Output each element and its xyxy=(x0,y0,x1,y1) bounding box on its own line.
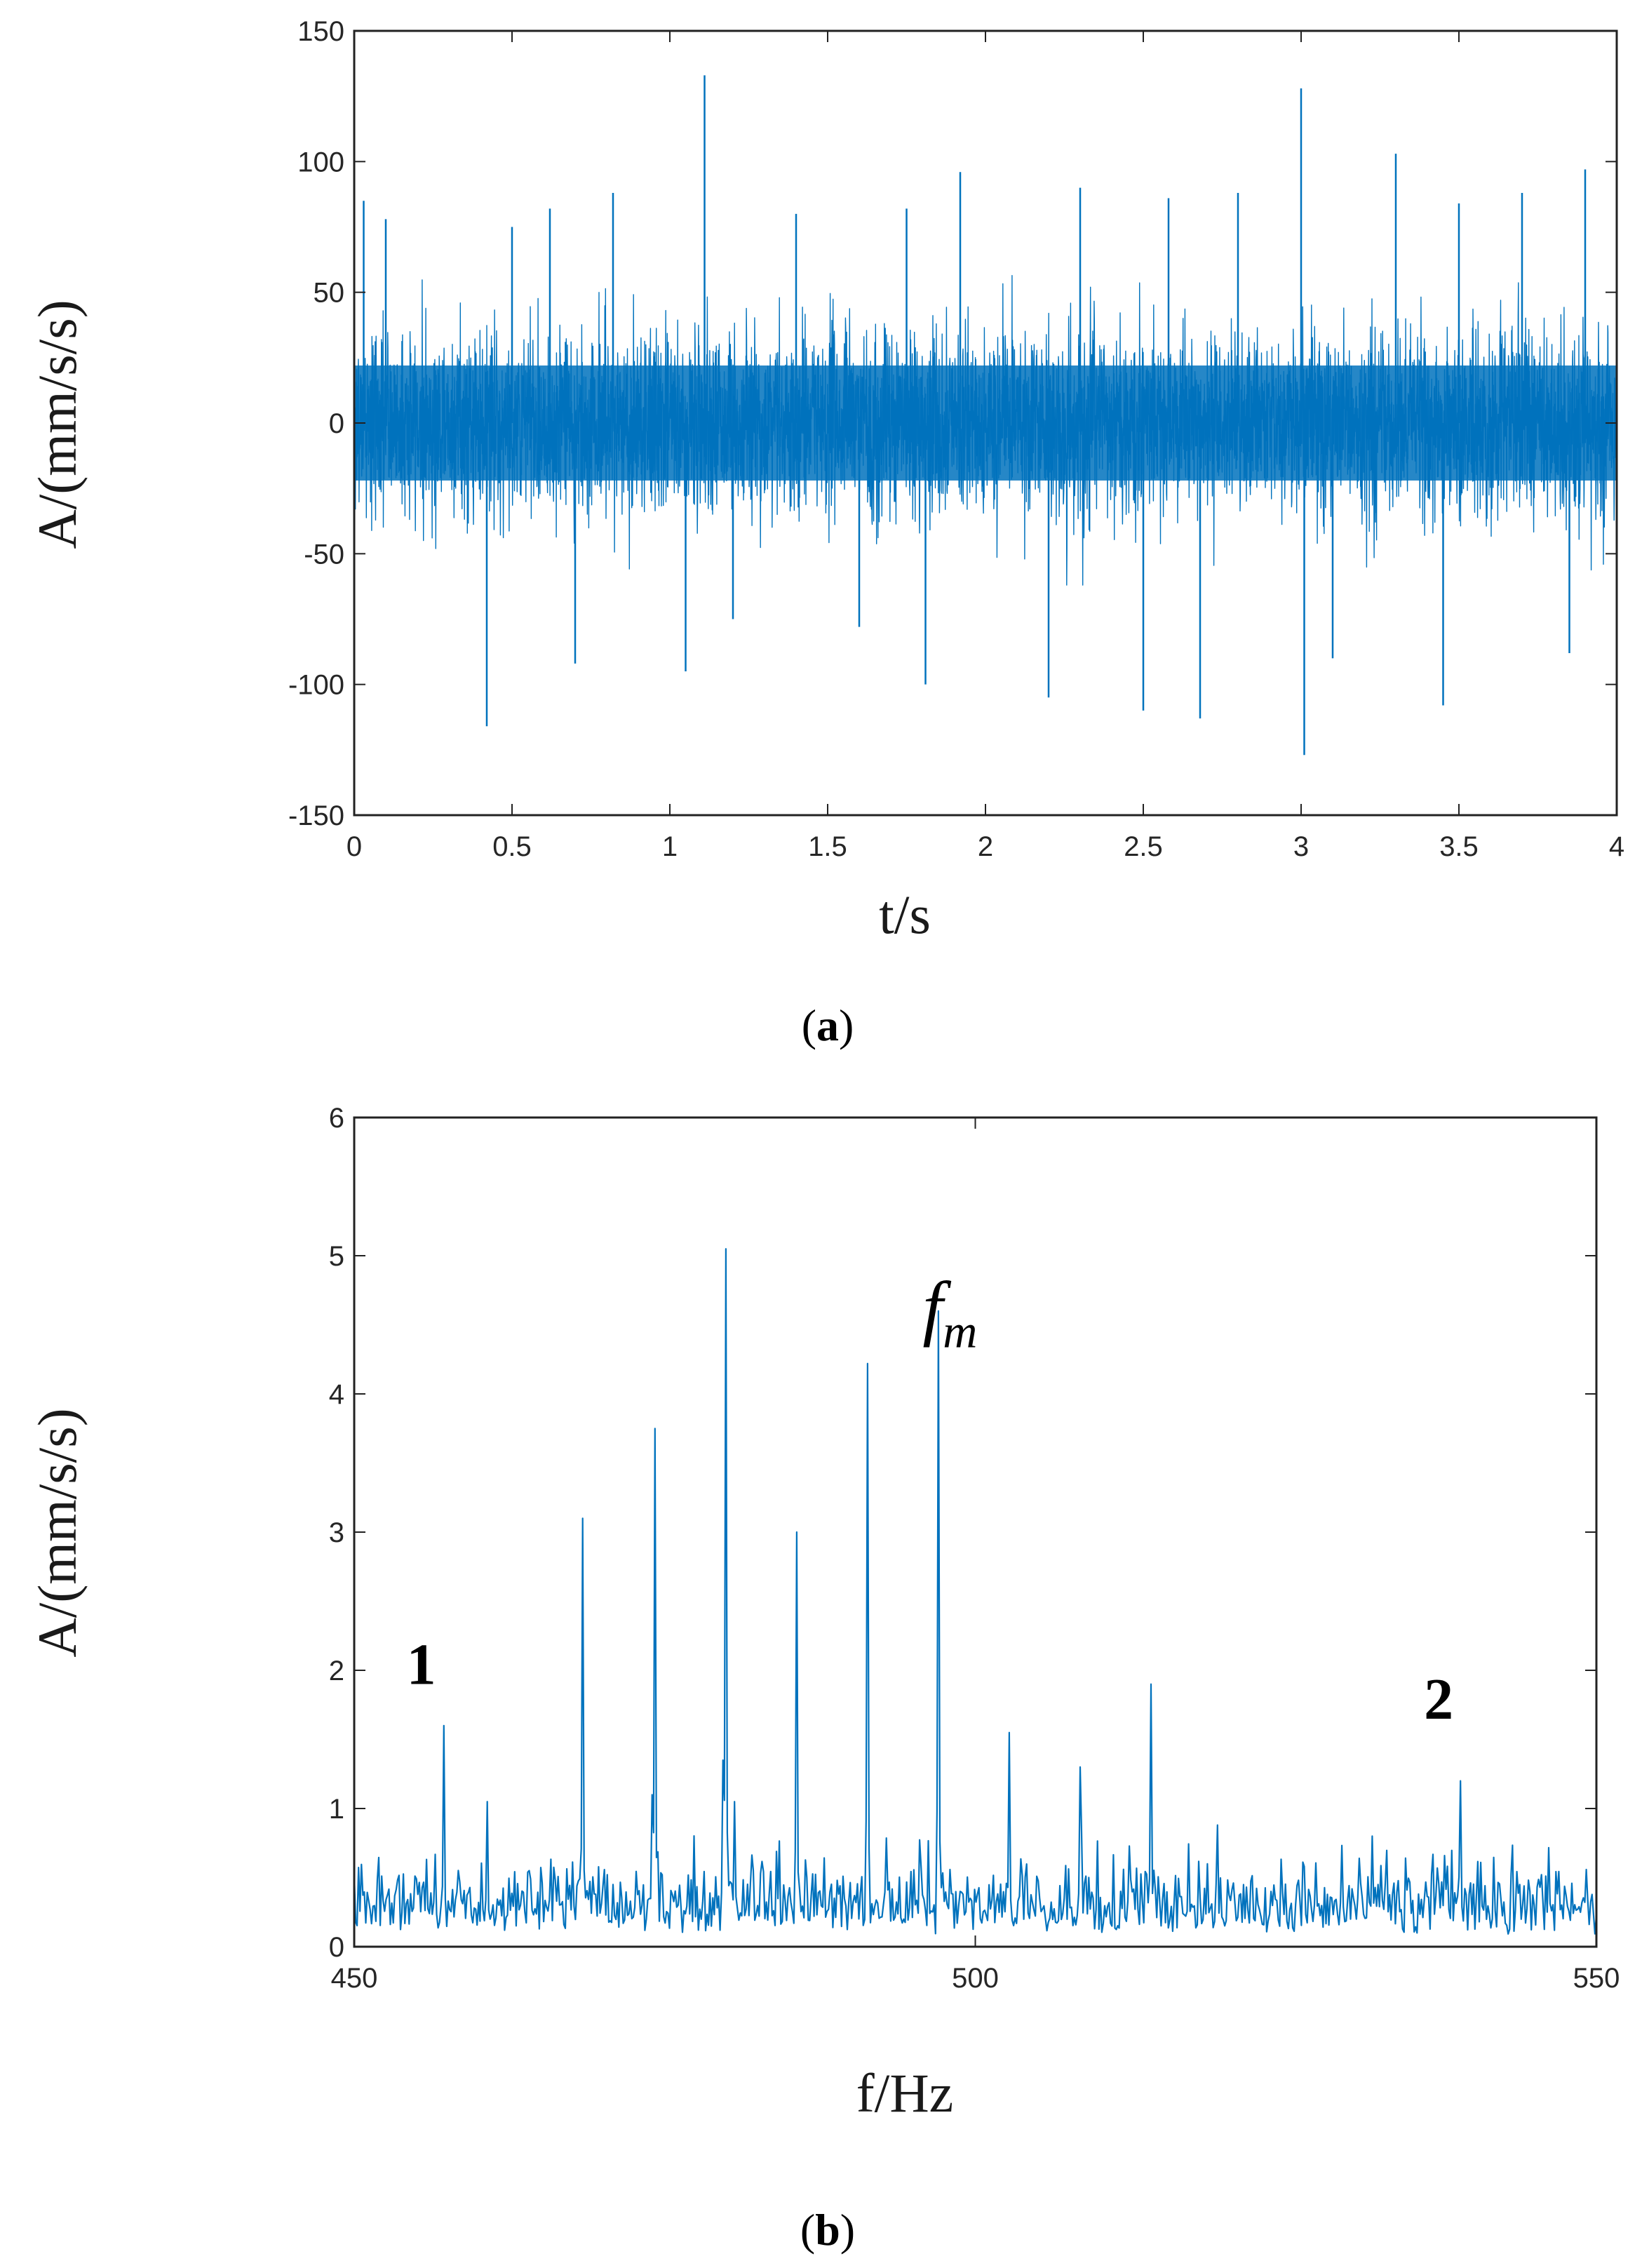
y-axis-label: A/(mm/s/s) xyxy=(27,1408,88,1657)
y-tick-label: -100 xyxy=(288,670,344,701)
axis-ticks: 450 500 550 0 1 2 3 4 5 6 xyxy=(329,1103,1620,1994)
spectrum-plot xyxy=(353,1248,1598,1935)
x-tick-label: 4 xyxy=(1609,831,1624,862)
annotation-1: 1 xyxy=(407,1632,436,1698)
plot-frame xyxy=(353,1116,1598,1948)
y-tick-label: 5 xyxy=(329,1241,344,1272)
time-domain-chart: 0 0.5 1 1.5 2 2.5 3 3.5 4 150 100 50 0 -50 -100 -150 t/… xyxy=(27,16,1624,1050)
axis-ticks: 0 0.5 1 1.5 2 2.5 3 3.5 4 150 100 50 0 -50 -100 -150 xyxy=(288,16,1624,862)
annotation-fm: fm xyxy=(922,1267,977,1357)
y-tick-label: -150 xyxy=(288,800,344,831)
x-tick-label: 1 xyxy=(662,831,678,862)
y-tick-label: 50 xyxy=(314,278,345,309)
x-tick-label: 450 xyxy=(331,1963,378,1994)
y-tick-label: 0 xyxy=(329,1932,344,1963)
y-tick-label: 4 xyxy=(329,1379,344,1410)
y-tick-label: 2 xyxy=(329,1656,344,1686)
x-tick-label: 500 xyxy=(952,1963,999,1994)
y-tick-label: 100 xyxy=(297,147,344,177)
y-tick-label: 1 xyxy=(329,1794,344,1825)
x-axis-label: t/s xyxy=(879,884,931,945)
x-axis-label: f/Hz xyxy=(856,2062,954,2123)
y-axis-label: A/(mm/s/s) xyxy=(27,300,88,549)
spectrum-line xyxy=(353,1248,1598,1935)
x-tick-label: 0.5 xyxy=(492,831,532,862)
y-tick-label: 0 xyxy=(329,408,344,439)
x-tick-label: 3.5 xyxy=(1439,831,1479,862)
y-tick-label: 150 xyxy=(297,16,344,47)
x-tick-label: 3 xyxy=(1293,831,1309,862)
x-tick-label: 0 xyxy=(346,831,362,862)
x-tick-label: 1.5 xyxy=(808,831,847,862)
signal-core-band xyxy=(354,365,1617,481)
x-tick-label: 550 xyxy=(1573,1963,1620,1994)
y-tick-label: -50 xyxy=(304,539,344,570)
annotation-2: 2 xyxy=(1424,1667,1453,1732)
panel-label-b: (b) xyxy=(800,2205,855,2255)
y-tick-label: 6 xyxy=(329,1103,344,1134)
panel-label-a: (a) xyxy=(802,1000,854,1050)
x-tick-label: 2 xyxy=(978,831,993,862)
y-tick-label: 3 xyxy=(329,1517,344,1548)
time-signal-plot xyxy=(354,75,1617,756)
peak-annotations: 1 2 fm xyxy=(407,1267,1453,1732)
x-tick-label: 2.5 xyxy=(1124,831,1163,862)
